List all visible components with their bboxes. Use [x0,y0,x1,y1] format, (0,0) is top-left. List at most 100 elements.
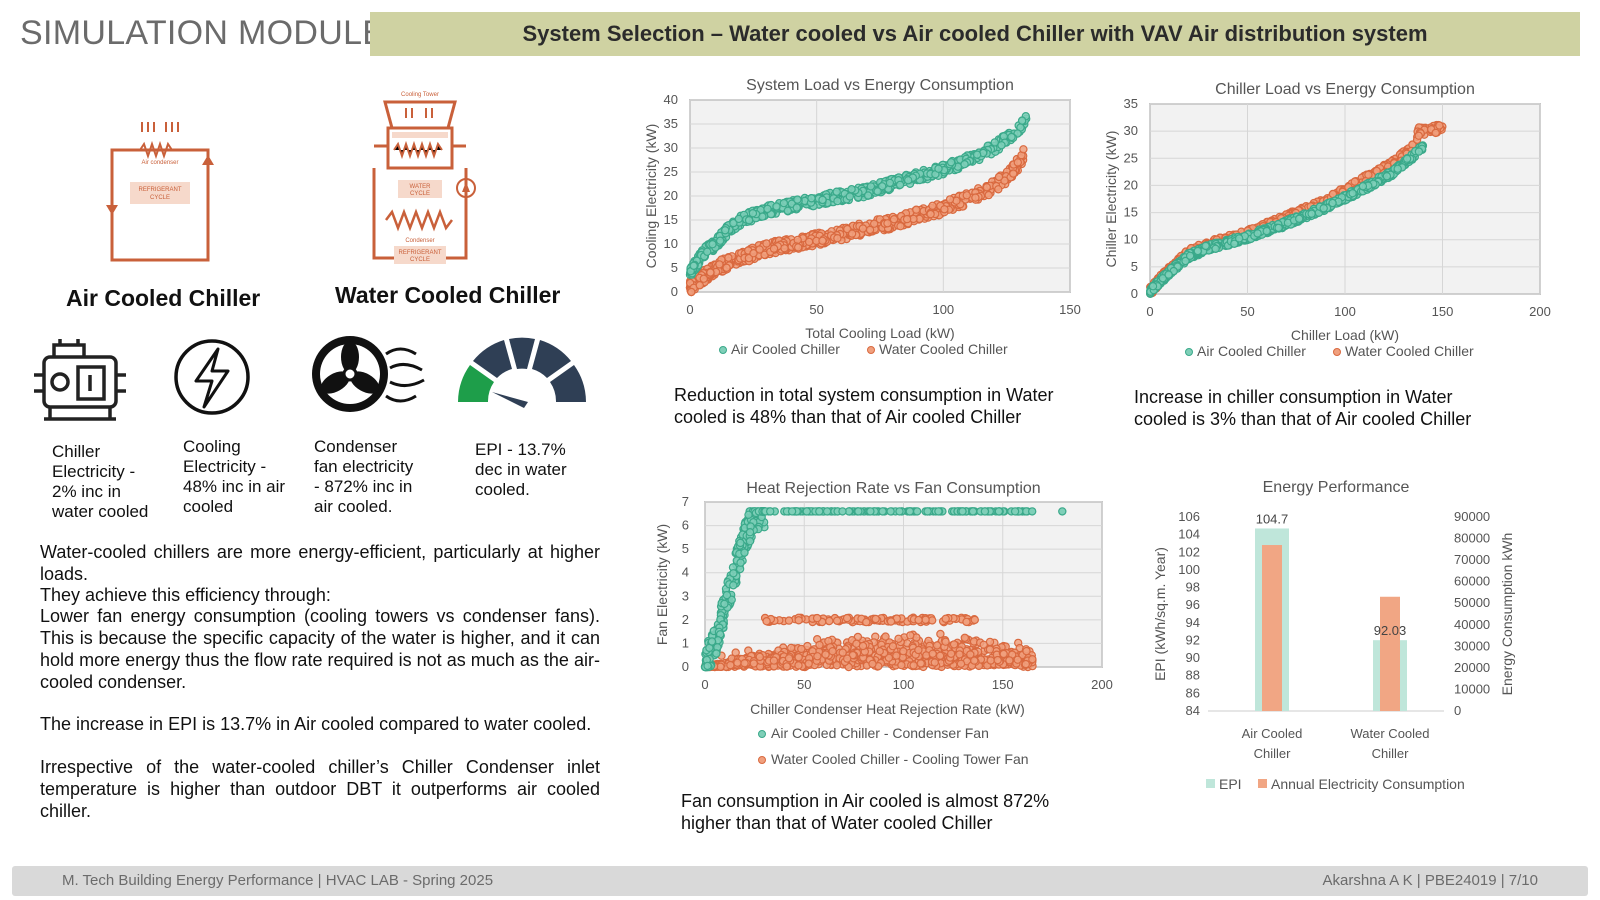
data-point [793,243,803,252]
data-point [877,182,887,191]
data-point [740,548,749,557]
data-point [707,637,717,646]
data-point [960,633,969,642]
body-paragraph-2: They achieve this efficiency through: [40,585,331,605]
y-tick-label: 15 [664,212,678,227]
data-point [1005,656,1014,665]
data-point [1328,198,1337,208]
caption-line: Reduction in total system consumption in… [674,385,1054,405]
data-point [1185,251,1195,260]
data-point [875,646,884,656]
y2-tick-label: 40000 [1454,617,1490,632]
data-point [804,659,813,668]
y-tick-label: 4 [682,565,689,580]
y-tick-label: 86 [1186,685,1200,700]
legend-label: EPI [1219,776,1242,792]
y-tick-label: 10 [664,236,678,251]
refrigerant-label-2: REFRIGERANT [398,250,441,256]
data-point [729,218,738,228]
data-point [687,287,696,297]
module-title: SIMULATION MODULE [20,14,386,52]
data-point [1164,270,1173,279]
data-point [914,615,923,625]
data-point [832,187,841,196]
data-point [968,507,978,516]
data-point [904,176,913,185]
y-tick-label: 20 [1124,177,1138,192]
data-point [1028,654,1037,664]
x-tick-label: 0 [686,302,693,317]
water-label: WATER [410,184,432,190]
data-point [1402,154,1412,163]
cycle-label: CYCLE [150,195,170,201]
y-tick-label: 40 [664,92,678,107]
y-tick-label: 102 [1178,544,1200,559]
x-tick-label: 100 [1334,304,1356,319]
energy-bar [1262,545,1282,711]
data-point [866,182,876,191]
data-point [689,261,698,270]
y2-tick-label: 0 [1454,703,1461,718]
y-tick-label: 35 [664,116,678,131]
y-tick-label: 96 [1186,597,1200,612]
data-point [749,659,759,668]
energy-performance-chart: Energy Performance 84 86 88 90 92 94 96 98 100 102… [1152,479,1515,792]
data-point [909,661,918,670]
data-point [979,640,988,649]
data-point [706,268,715,277]
body-paragraph-4: The increase in EPI is 13.7% in Air cool… [40,714,592,734]
x-axis-label: Chiller Condenser Heat Rejection Rate (k… [750,701,1025,717]
data-point [1262,226,1271,236]
y2-tick-label: 10000 [1454,681,1490,696]
stat-line: Chiller [52,442,101,461]
data-point [1058,507,1067,516]
data-point [962,617,971,627]
y-tick-label: 25 [664,164,678,179]
data-point [1019,145,1028,154]
data-point [1148,281,1158,291]
data-point [866,507,875,516]
legend-label: Water Cooled Chiller [1345,343,1474,359]
data-point [1435,121,1444,130]
legend-label: Air Cooled Chiller [731,341,840,357]
data-point [702,247,712,256]
data-point [895,180,905,190]
x-category-label: Chiller [1372,746,1410,761]
data-point [881,632,890,641]
data-point [833,196,842,206]
y-tick-label: 1 [682,635,689,650]
heat-rejection-chart: Heat Rejection Rate vs Fan Consumption 0 5… [654,480,1113,767]
stat-line: Electricity - [183,457,267,476]
body-paragraph-3: Lower fan energy consumption (cooling to… [40,606,600,692]
data-point [895,507,904,516]
caption-line: cooled is 3% than that of Air cooled Chi… [1134,409,1472,429]
data-point [1393,164,1402,173]
condenser-label: Condenser [405,238,434,244]
data-point [960,159,969,169]
data-point [1382,171,1392,181]
air-cooled-chiller-diagram: Air condenser REFRIGERANT CYCLE [106,122,214,262]
data-point [980,507,990,516]
stat-condenser-fan: Condenser fan electricity - 872% inc in … [314,437,413,517]
data-point [794,652,803,662]
y-axis-label: Fan Electricity (kW) [654,524,670,645]
chiller-machine-icon [34,339,126,421]
data-point [934,507,943,516]
data-point [936,629,945,639]
data-point [985,645,995,654]
data-point [886,617,896,626]
data-point [782,662,791,671]
data-point [940,205,949,214]
data-point [815,640,824,650]
data-point [838,507,847,516]
data-point [1022,646,1031,656]
y-tick-label: 2 [682,612,689,627]
x-category-label: Water Cooled [1351,726,1430,741]
data-point [802,507,811,516]
data-point [784,654,794,663]
data-point [745,528,755,537]
data-point [755,245,764,254]
y2-tick-label: 90000 [1454,509,1490,524]
data-point [1414,131,1423,140]
